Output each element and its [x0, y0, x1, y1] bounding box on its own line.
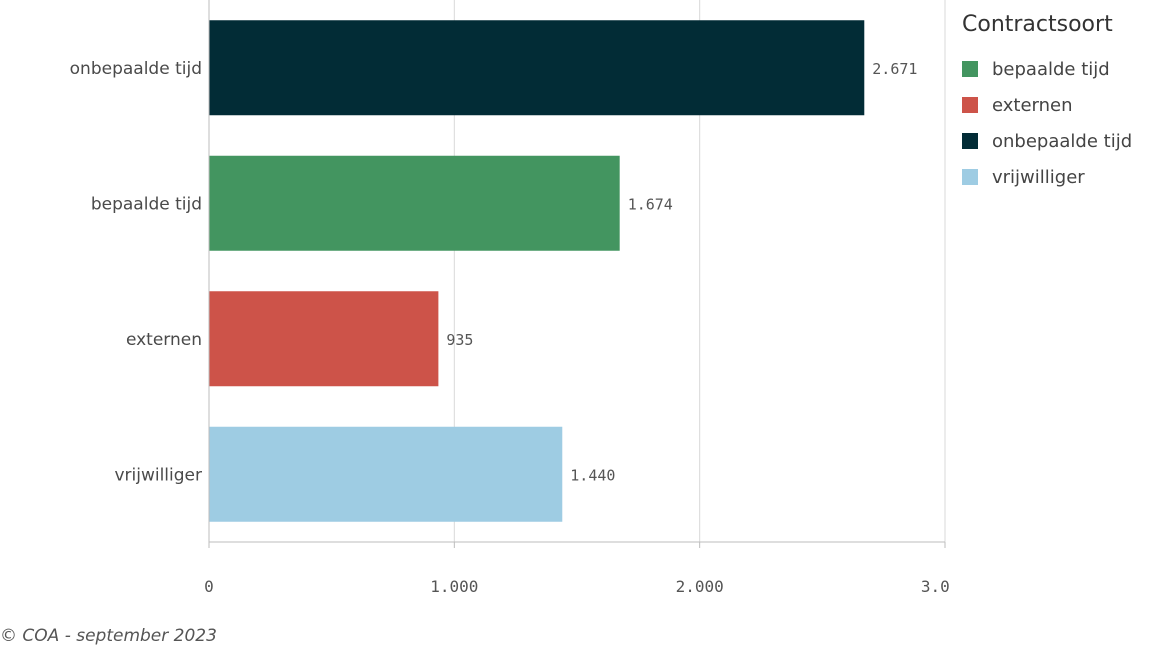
- legend-title: Contractsoort: [962, 12, 1113, 37]
- x-tick-label: 1.000: [430, 577, 478, 596]
- source-footer: © COA - september 2023: [0, 626, 217, 646]
- legend: Contractsoort bepaalde tijd externen onb…: [962, 12, 1132, 195]
- bar: [209, 20, 865, 116]
- x-tick-label: 2.000: [676, 577, 724, 596]
- bar: [209, 291, 439, 387]
- legend-label: bepaalde tijd: [992, 58, 1110, 80]
- bar: [209, 426, 563, 522]
- legend-item-onbepaalde-tijd: onbepaalde tijd: [962, 123, 1132, 159]
- category-label: onbepaalde tijd: [70, 59, 202, 79]
- x-tick-label: 0: [204, 577, 214, 596]
- value-label: 935: [446, 331, 473, 349]
- bar-chart: onbepaalde tijd 2.671 bepaalde tijd 1.674 ex…: [70, 0, 950, 596]
- legend-label: externen: [992, 94, 1073, 116]
- legend-label: onbepaalde tijd: [992, 130, 1133, 152]
- category-label: bepaalde tijd: [91, 194, 202, 214]
- value-label: 2.671: [872, 60, 917, 78]
- legend-swatch: [962, 133, 978, 149]
- legend-item-bepaalde-tijd: bepaalde tijd: [962, 51, 1132, 87]
- x-tick-label: 3.000: [921, 577, 950, 596]
- category-label: externen: [126, 330, 202, 350]
- value-label: 1.440: [570, 466, 615, 484]
- legend-swatch: [962, 169, 978, 185]
- legend-swatch: [962, 61, 978, 77]
- bar: [209, 155, 620, 251]
- legend-swatch: [962, 97, 978, 113]
- legend-item-externen: externen: [962, 87, 1132, 123]
- category-label: vrijwilliger: [114, 465, 202, 485]
- value-label: 1.674: [628, 195, 673, 213]
- legend-label: vrijwilliger: [992, 166, 1085, 188]
- legend-item-vrijwilliger: vrijwilliger: [962, 159, 1132, 195]
